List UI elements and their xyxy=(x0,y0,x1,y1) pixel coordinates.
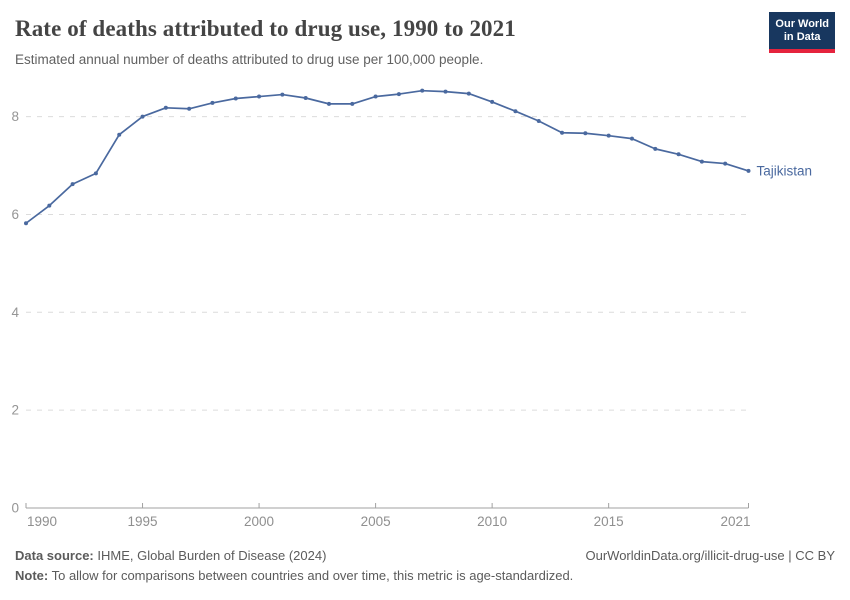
series-tajikistan[interactable] xyxy=(24,88,751,226)
data-point-2005[interactable] xyxy=(373,94,378,99)
x-tick-label-2000: 2000 xyxy=(244,514,274,529)
data-point-2012[interactable] xyxy=(536,119,541,124)
data-point-2007[interactable] xyxy=(420,88,425,93)
data-point-1998[interactable] xyxy=(210,100,215,105)
series-label[interactable]: Tajikistan xyxy=(757,163,813,178)
data-point-2002[interactable] xyxy=(303,96,308,101)
y-tick-label-8: 8 xyxy=(11,109,19,124)
owid-logo-line1: Our World xyxy=(775,18,829,30)
x-tick-label-2005: 2005 xyxy=(361,514,391,529)
data-point-2011[interactable] xyxy=(513,109,518,114)
series-line xyxy=(25,89,749,224)
data-point-2020[interactable] xyxy=(723,161,728,166)
owid-logo: Our World in Data xyxy=(769,12,835,53)
data-point-2021[interactable] xyxy=(746,168,751,173)
data-source-label: Data source: xyxy=(15,548,94,563)
data-point-2015[interactable] xyxy=(606,133,611,138)
data-point-2017[interactable] xyxy=(653,146,658,151)
note-text: To allow for comparisons between countri… xyxy=(48,568,574,583)
data-point-1999[interactable] xyxy=(233,96,238,101)
x-tick-label-1990: 1990 xyxy=(27,514,57,529)
x-tick-label-1995: 1995 xyxy=(128,514,158,529)
data-point-2008[interactable] xyxy=(443,89,448,94)
owid-logo-line2: in Data xyxy=(783,31,821,43)
data-point-2000[interactable] xyxy=(257,94,262,99)
data-point-1996[interactable] xyxy=(163,105,168,110)
data-point-1995[interactable] xyxy=(140,114,145,119)
data-source-text: IHME, Global Burden of Disease (2024) xyxy=(93,548,327,563)
data-point-1992[interactable] xyxy=(70,182,75,187)
chart-subtitle: Estimated annual number of deaths attrib… xyxy=(15,52,484,67)
data-source: Data source: IHME, Global Burden of Dise… xyxy=(15,546,326,566)
chart-footer: Data source: IHME, Global Burden of Dise… xyxy=(15,546,835,586)
x-tick-label-2015: 2015 xyxy=(594,514,624,529)
data-point-2014[interactable] xyxy=(583,131,588,136)
data-point-1993[interactable] xyxy=(93,171,98,176)
data-point-2019[interactable] xyxy=(699,159,704,164)
data-point-1990[interactable] xyxy=(24,221,28,226)
data-point-1991[interactable] xyxy=(47,203,52,208)
data-point-2004[interactable] xyxy=(350,101,355,106)
data-point-2006[interactable] xyxy=(396,92,401,97)
data-point-2013[interactable] xyxy=(560,130,565,135)
data-point-2016[interactable] xyxy=(629,136,634,141)
y-tick-label-4: 4 xyxy=(11,305,19,320)
owid-link[interactable]: OurWorldinData.org/illicit-drug-use | CC… xyxy=(585,548,836,563)
data-point-1997[interactable] xyxy=(187,106,192,111)
data-point-2001[interactable] xyxy=(280,92,285,97)
data-point-2003[interactable] xyxy=(326,101,331,106)
y-tick-label-2: 2 xyxy=(11,403,19,418)
page-title: Rate of deaths attributed to drug use, 1… xyxy=(15,16,516,41)
note-label: Note: xyxy=(15,568,49,583)
x-tick-label-2021: 2021 xyxy=(720,514,750,529)
data-point-1994[interactable] xyxy=(117,132,122,137)
line-chart: 0 2 4 6 8 1990 1995 2000 2005 2010 2015 2021 Tajikis… xyxy=(11,88,813,529)
data-point-2010[interactable] xyxy=(490,99,495,104)
data-point-2009[interactable] xyxy=(466,91,471,96)
x-tick-label-2010: 2010 xyxy=(477,514,507,529)
y-tick-label-6: 6 xyxy=(11,207,19,222)
y-tick-label-0: 0 xyxy=(11,501,19,516)
data-point-2018[interactable] xyxy=(676,152,681,157)
